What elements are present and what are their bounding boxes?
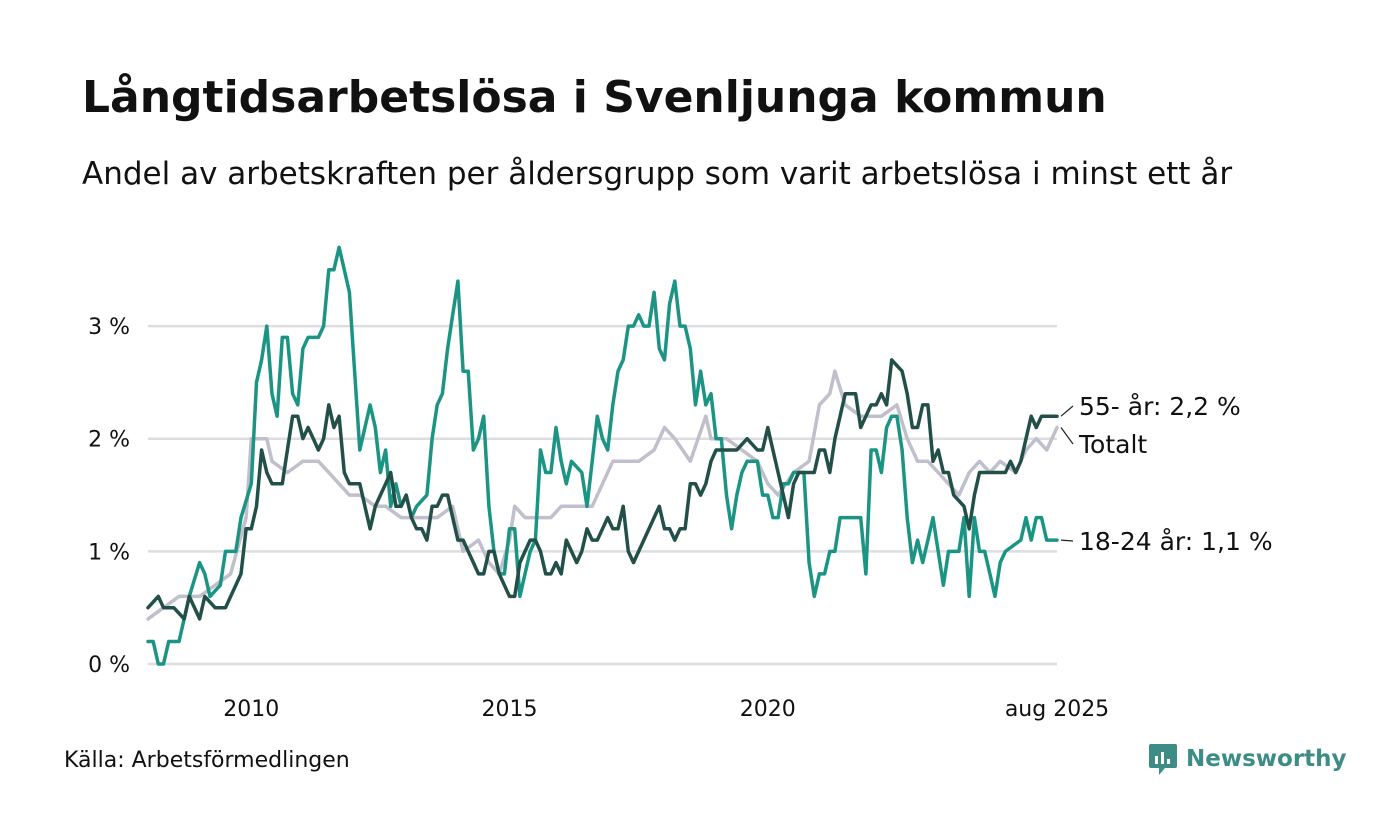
end-label-connector [1060,539,1074,542]
y-tick-label: 0 % [88,653,130,678]
x-tick-label: aug 2025 [1005,697,1109,722]
series-end-label: 18-24 år: 1,1 % [1079,527,1273,556]
x-axis-ticks: 2010 2015 2020 aug 2025 [223,697,1109,722]
series-end-labels: Totalt 18-24 år: 1,1 % 55- år: 2,2 % [1060,392,1273,556]
y-axis-ticks: 0 % 1 % 2 % 3 % [88,315,130,678]
series-line-55-r [146,358,1059,621]
x-tick-label: 2010 [223,697,279,722]
chart-title: Långtidsarbetslösa i Svenljunga kommun [82,72,1107,123]
end-label-connector [1060,427,1074,445]
series-end-label: Totalt [1078,430,1147,459]
series-line-18-24-r [146,245,1059,666]
brand-logo: Newsworthy [1148,742,1347,776]
x-tick-label: 2020 [740,697,796,722]
x-tick-label: 2015 [482,697,538,722]
y-tick-label: 2 % [88,428,130,453]
brand-name: Newsworthy [1186,746,1347,772]
y-tick-label: 1 % [88,540,130,565]
series-end-label: 55- år: 2,2 % [1079,392,1241,421]
source-note: Källa: Arbetsförmedlingen [64,748,350,773]
series-line-totalt [146,369,1059,621]
chart-subtitle: Andel av arbetskraften per åldersgrupp s… [82,156,1233,192]
newsworthy-logo-icon [1149,744,1177,775]
series-lines [146,245,1059,666]
end-label-connector [1060,405,1074,417]
grid-lines [148,324,1057,666]
y-tick-label: 3 % [88,315,130,340]
